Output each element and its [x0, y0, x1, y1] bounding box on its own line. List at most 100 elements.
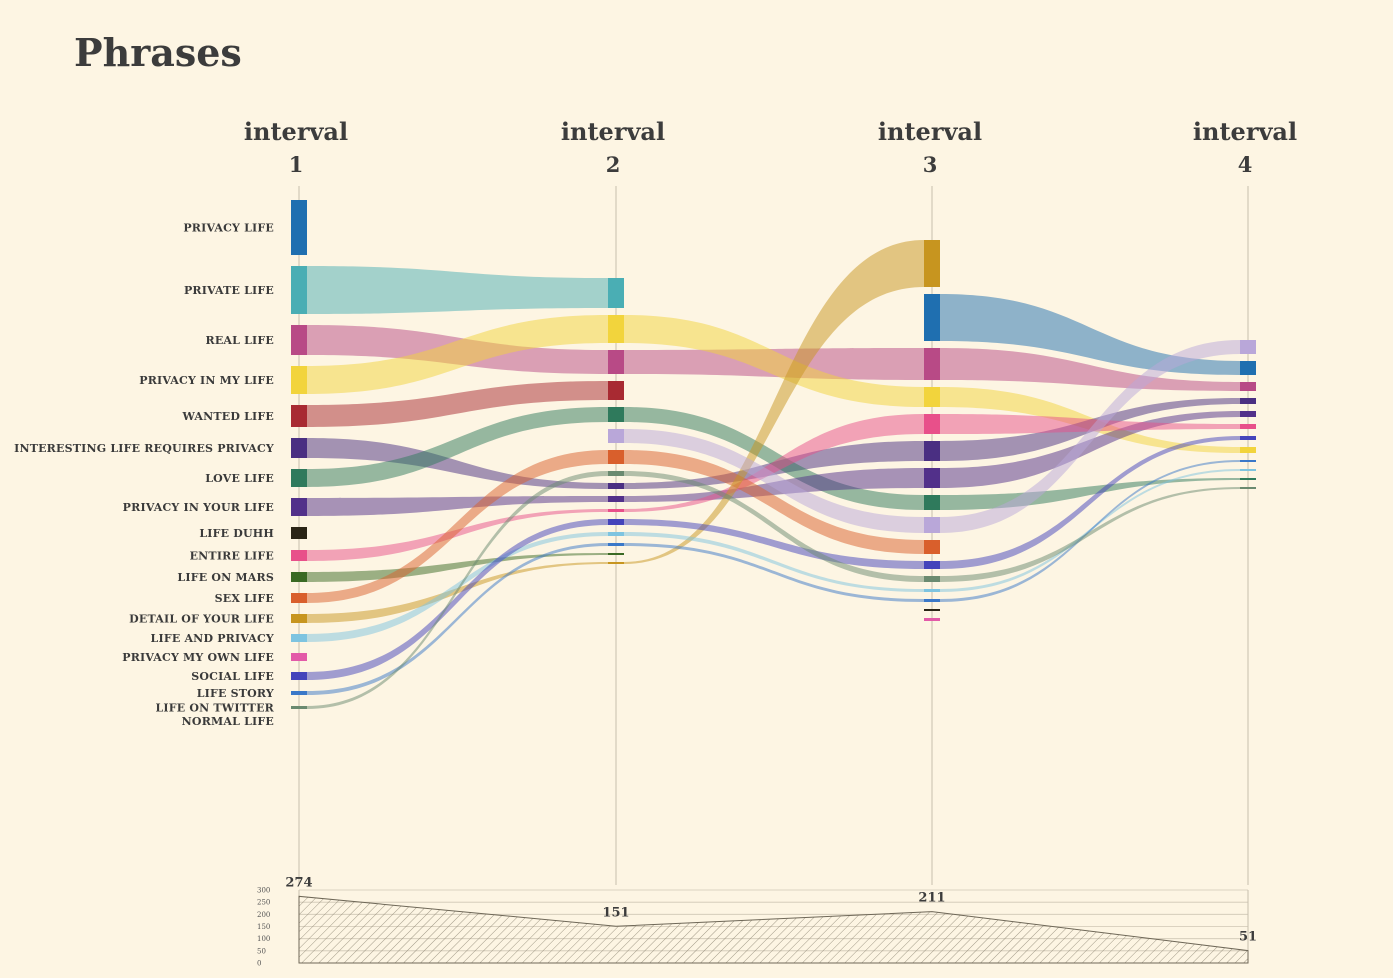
phrase-node: [924, 294, 940, 341]
phrase-node: [924, 468, 940, 488]
phrase-node: [1240, 424, 1256, 429]
phrase-node: [1240, 469, 1256, 471]
interval-word: interval: [561, 117, 665, 146]
phrase-node: [924, 540, 940, 554]
totals-value-label: 211: [918, 891, 945, 906]
interval-word: interval: [244, 117, 348, 146]
phrase-node: [608, 553, 624, 555]
phrase-node: [291, 200, 307, 255]
phrase-node: [1240, 398, 1256, 404]
phrase-node: [291, 527, 307, 539]
phrase-node: [291, 672, 307, 680]
phrase-label: LOVE LIFE: [205, 472, 274, 485]
phrase-node: [608, 350, 624, 374]
phrase-node: [924, 414, 940, 434]
phrase-node: [291, 498, 307, 516]
phrase-node: [924, 561, 940, 569]
phrase-node: [291, 614, 307, 623]
phrase-label: LIFE AND PRIVACY: [151, 632, 274, 645]
phrase-node: [291, 634, 307, 642]
phrase-flow: [624, 519, 924, 569]
phrase-flow: [307, 450, 608, 603]
phrase-node: [1240, 487, 1256, 489]
phrase-label: INTERESTING LIFE REQUIRES PRIVACY: [14, 442, 274, 455]
phrase-labels: PRIVACY LIFE PRIVATE LIFE REAL LIFE PRIVACY…: [14, 222, 274, 729]
interval-header-1: interval 1: [244, 117, 348, 177]
phrase-node: [608, 471, 624, 476]
phrase-node: [1240, 340, 1256, 354]
phrase-flow: [624, 414, 924, 512]
phrase-node: [608, 483, 624, 489]
phrase-node: [924, 589, 940, 592]
phrase-flow: [624, 543, 924, 602]
phrase-flow: [624, 532, 924, 592]
chart-title: Phrases: [74, 30, 242, 75]
totals-tick-label: 100: [257, 935, 270, 943]
phrase-node: [291, 706, 307, 709]
phrase-node: [1240, 460, 1256, 462]
totals-value-label: 51: [1239, 930, 1257, 945]
phrase-node: [924, 517, 940, 533]
phrase-node: [291, 325, 307, 355]
phrase-label: PRIVACY MY OWN LIFE: [122, 651, 274, 664]
phrase-node: [924, 599, 940, 602]
phrase-node: [1240, 382, 1256, 391]
phrase-flow: [307, 471, 608, 709]
totals-tick-label: 0: [257, 960, 261, 968]
phrase-node: [1240, 478, 1256, 480]
phrase-label: PRIVATE LIFE: [184, 284, 274, 297]
phrase-label: PRIVACY IN MY LIFE: [139, 374, 274, 387]
totals-value-label: 151: [602, 905, 629, 920]
phrase-label: WANTED LIFE: [182, 410, 274, 423]
phrase-node: [608, 532, 624, 536]
phrase-node: [608, 496, 624, 502]
phrase-node: [291, 266, 307, 314]
phrase-flow: [307, 315, 608, 394]
phrase-label: PRIVACY IN YOUR LIFE: [123, 501, 274, 514]
phrase-flow: [624, 407, 924, 510]
phrase-flow: [307, 438, 608, 489]
phrase-label: LIFE ON MARS: [177, 571, 274, 584]
phrase-flow: [940, 414, 1240, 434]
interval-word: interval: [1193, 117, 1297, 146]
phrase-node: [924, 387, 940, 407]
phrase-node: [291, 405, 307, 427]
interval-word: interval: [878, 117, 982, 146]
phrase-flow: [307, 266, 608, 314]
interval-number: 2: [606, 152, 621, 177]
totals-tick-label: 250: [257, 899, 270, 907]
interval-number: 4: [1238, 152, 1253, 177]
totals-value-label: 274: [285, 875, 312, 890]
interval-number: 1: [289, 152, 304, 177]
phrase-node: [291, 438, 307, 458]
phrase-flow: [940, 411, 1240, 488]
phrase-label: ENTIRE LIFE: [190, 550, 274, 563]
phrase-node: [924, 495, 940, 510]
phrase-flow: [940, 340, 1240, 533]
phrase-node: [291, 593, 307, 603]
phrase-node: [1240, 436, 1256, 440]
phrase-flow: [624, 429, 924, 533]
phrase-nodes: [291, 200, 1256, 709]
phrase-flow: [624, 240, 924, 564]
phrase-node: [608, 407, 624, 422]
phrase-node: [1240, 411, 1256, 417]
phrase-node: [291, 550, 307, 561]
phrase-node: [608, 315, 624, 343]
phrase-node: [924, 576, 940, 582]
totals-tick-label: 50: [257, 947, 266, 955]
phrase-node: [291, 691, 307, 695]
phrase-label: SOCIAL LIFE: [191, 670, 274, 683]
phrase-node: [291, 653, 307, 661]
interval-header-4: interval 4: [1193, 117, 1297, 177]
phrase-label: DETAIL OF YOUR LIFE: [129, 613, 274, 626]
phrase-node: [1240, 361, 1256, 375]
phrase-label: LIFE DUHH: [199, 527, 274, 540]
phrase-node: [1240, 447, 1256, 453]
phrase-flow: [940, 348, 1240, 391]
phrase-node: [924, 240, 940, 287]
phrase-label: LIFE STORY: [197, 687, 274, 700]
phrase-flow: [307, 543, 608, 695]
phrase-label: LIFE ON TWITTER: [155, 702, 274, 715]
